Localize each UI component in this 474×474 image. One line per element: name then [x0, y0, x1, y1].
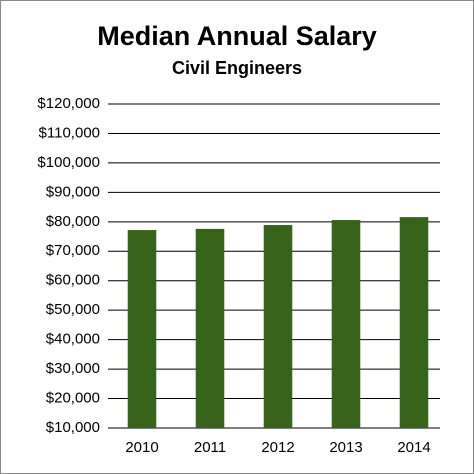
bar	[263, 225, 293, 428]
y-tick-label: $90,000	[46, 183, 100, 200]
y-tick-label: $50,000	[46, 301, 100, 318]
x-tick-label: 2010	[125, 439, 158, 456]
bar	[127, 230, 157, 428]
x-tick-label: 2014	[397, 439, 430, 456]
bar	[399, 217, 429, 428]
y-tick-label: $30,000	[46, 360, 100, 377]
x-tick-label: 2013	[329, 439, 362, 456]
y-tick-label: $40,000	[46, 331, 100, 348]
y-tick-label: $20,000	[46, 390, 100, 407]
chart-title: Median Annual Salary	[97, 21, 377, 51]
y-tick-label: $10,000	[46, 419, 100, 436]
x-tick-label: 2011	[194, 439, 226, 456]
y-tick-label: $120,000	[37, 95, 100, 112]
chart-subtitle: Civil Engineers	[172, 58, 302, 78]
y-tick-label: $60,000	[46, 272, 100, 289]
bar	[195, 228, 225, 428]
bar	[331, 220, 361, 428]
y-tick-label: $70,000	[46, 242, 100, 259]
y-tick-label: $100,000	[37, 154, 100, 171]
x-tick-label: 2012	[261, 439, 294, 456]
y-tick-label: $110,000	[39, 124, 100, 141]
y-tick-label: $80,000	[46, 213, 100, 230]
